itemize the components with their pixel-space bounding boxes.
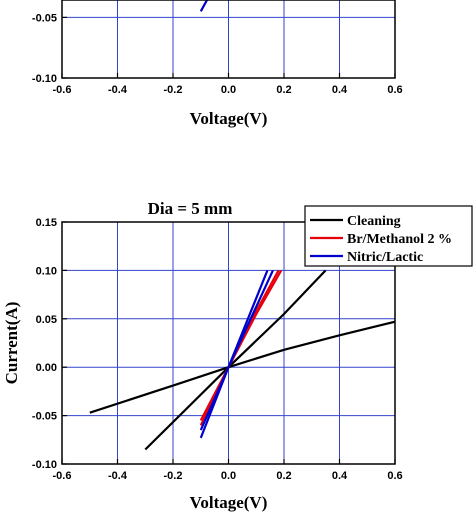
x-tick-labels: -0.6 -0.4 -0.2 0.0 0.2 0.4 0.6 — [53, 84, 403, 96]
x-tick-label: -0.6 — [53, 470, 72, 482]
y-tick-label: 0.05 — [36, 314, 57, 326]
series-line-2 — [144, 269, 327, 451]
legend-label: Cleaning — [347, 214, 401, 229]
x-tick-label: 0.2 — [276, 470, 291, 482]
x-tick-label: -0.4 — [108, 470, 128, 482]
y-tick-label: 0.00 — [36, 362, 57, 374]
y-tick-label: -0.05 — [32, 12, 57, 24]
y-tick-label: -0.10 — [32, 73, 57, 85]
plot-frame — [61, 221, 396, 465]
x-tick-label: 0.2 — [276, 84, 291, 96]
plot-frame — [61, 0, 396, 79]
series-line-6 — [199, 269, 274, 431]
series-line-3 — [199, 0, 209, 12]
legend-label: Nitric/Lactic — [347, 250, 423, 265]
top-chart: -0.6 -0.4 -0.2 0.0 0.2 0.4 0.6 -0.05 -0.10 Volt… — [32, 0, 403, 128]
y-tick-labels: 0.15 0.10 0.05 0.00 -0.05 -0.10 — [32, 217, 57, 471]
series-line-1 — [89, 320, 395, 414]
legend: Cleaning Br/Methanol 2 % Nitric/Lactic — [304, 205, 473, 267]
bottom-chart: Dia = 5 mm -0.6 -0.4 -0.2 0.0 0.2 0.4 0.6 0.15… — [2, 199, 473, 512]
x-tick-label: 0.4 — [332, 470, 348, 482]
y-tick-label: 0.10 — [36, 265, 57, 277]
x-tick-label: -0.4 — [108, 84, 128, 96]
y-tick-label: -0.05 — [32, 411, 57, 423]
x-tick-label: 0.0 — [221, 84, 236, 96]
x-tick-label: 0.6 — [387, 84, 402, 96]
x-tick-label: 0.4 — [332, 84, 348, 96]
y-tick-label: -0.10 — [32, 459, 57, 471]
x-tick-label: -0.2 — [164, 470, 183, 482]
x-tick-label: 0.0 — [221, 470, 236, 482]
x-axis-title: Voltage(V) — [190, 493, 268, 512]
y-tick-label: 0.15 — [36, 217, 57, 229]
series-lines — [89, 269, 395, 451]
x-tick-label: -0.6 — [53, 84, 72, 96]
series-lines — [199, 0, 209, 12]
x-tick-labels: -0.6 -0.4 -0.2 0.0 0.2 0.4 0.6 — [53, 470, 403, 482]
y-axis-title: Current(A) — [2, 302, 21, 385]
x-tick-label: -0.2 — [164, 84, 183, 96]
grid — [61, 0, 396, 79]
legend-box — [304, 205, 473, 267]
legend-label: Br/Methanol 2 % — [347, 232, 452, 247]
chart-title: Dia = 5 mm — [148, 199, 233, 218]
y-tick-labels: -0.05 -0.10 — [32, 12, 57, 85]
x-tick-label: 0.6 — [387, 470, 402, 482]
x-axis-title: Voltage(V) — [190, 109, 268, 128]
